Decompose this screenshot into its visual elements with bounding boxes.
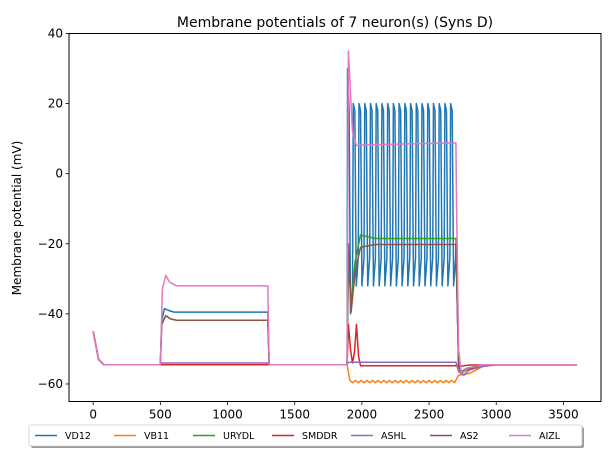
y-tick-label: −60 xyxy=(38,377,63,391)
chart-title: Membrane potentials of 7 neuron(s) (Syns… xyxy=(177,15,493,31)
legend-label: AS2 xyxy=(460,431,479,442)
plot-frame xyxy=(68,33,602,402)
legend-label: VD12 xyxy=(65,431,91,442)
series-line-aizl xyxy=(92,50,577,375)
series-line-ashl xyxy=(92,331,577,376)
y-axis: −60 −40 −20 0 20 40 xyxy=(38,27,69,391)
x-tick-label: 2000 xyxy=(347,408,378,422)
x-tick-label: 3500 xyxy=(548,408,579,422)
legend-label: AIZL xyxy=(539,431,561,442)
x-tick-label: 0 xyxy=(89,408,97,422)
series-line-urydl xyxy=(92,234,577,373)
series-line-vd12 xyxy=(92,67,577,373)
x-tick-label: 500 xyxy=(149,408,172,422)
legend-box xyxy=(28,424,583,447)
x-tick-label: 3000 xyxy=(481,408,512,422)
y-tick-label: 40 xyxy=(48,27,63,41)
y-tick-label: −40 xyxy=(38,307,63,321)
y-axis-label: Membrane potential (mV) xyxy=(10,141,24,296)
x-axis: 0 500 1000 1500 2000 2500 3000 3500 xyxy=(89,401,579,422)
legend-label: ASHL xyxy=(381,431,407,442)
series-line-vb11 xyxy=(92,331,577,384)
y-tick-label: −20 xyxy=(38,237,63,251)
x-tick-label: 1000 xyxy=(212,408,243,422)
legend-label: URYDL xyxy=(223,431,255,442)
series-line-smddr xyxy=(92,323,577,368)
legend-label: SMDDR xyxy=(302,431,338,442)
y-tick-label: 20 xyxy=(48,97,63,111)
x-tick-label: 2500 xyxy=(414,408,445,422)
x-tick-label: 1500 xyxy=(279,408,310,422)
legend: VD12 VB11 URYDL SMDDR ASHL AS2 AIZL xyxy=(28,424,584,448)
y-tick-label: 0 xyxy=(55,167,63,181)
legend-label: VB11 xyxy=(144,431,169,442)
plot-lines xyxy=(92,50,577,384)
